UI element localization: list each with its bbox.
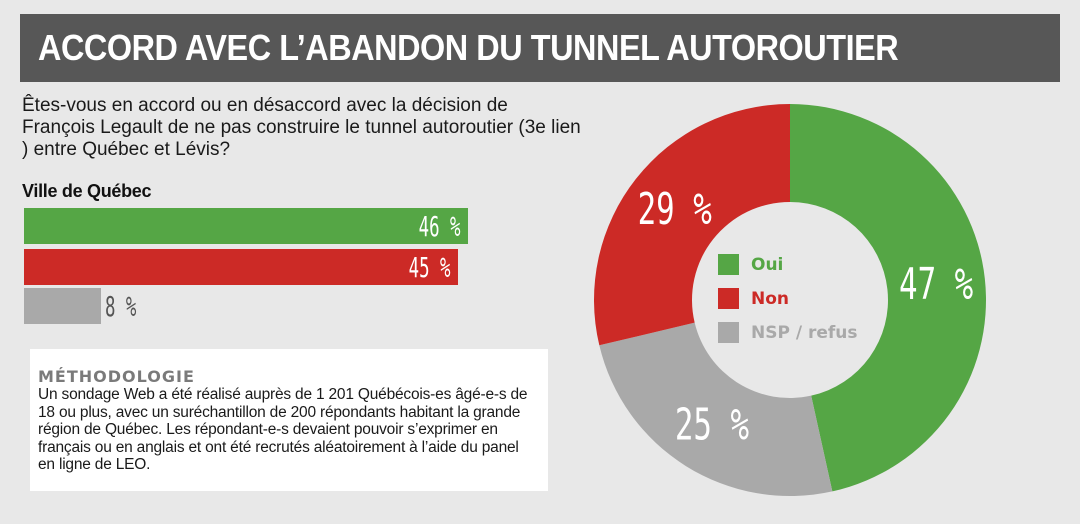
legend-swatch [718,254,739,275]
donut-chart: 47 % 29 % 25 % Oui Non NSP / refus [594,104,986,496]
legend-swatch [718,288,739,309]
methodology-box: MÉTHODOLOGIE Un sondage Web a été réalis… [30,349,548,491]
title-bar: ACCORD AVEC L’ABANDON DU TUNNEL AUTOROUT… [20,14,1060,82]
bar-value-label: 8 % [105,290,137,323]
donut-value-label: 47 % [899,259,973,310]
bar-chart: 46 % 45 % 8 % [0,0,600,340]
methodology-title: MÉTHODOLOGIE [38,367,195,386]
donut-slice-nsp-refus [599,322,833,496]
bar-2 [24,288,102,324]
survey-question: Êtes-vous en accord ou en désaccord avec… [22,95,581,160]
legend-label: Non [751,289,789,309]
bar-chart-title: Ville de Québec [22,181,152,201]
bar-0 [24,208,468,244]
legend-label: Oui [751,255,783,275]
donut-slice-non [594,104,790,346]
donut-value-label: 29 % [638,183,712,234]
bar-1 [24,249,459,285]
bar-value-label: 45 % [408,251,451,284]
donut-value-label: 25 % [675,399,749,450]
chart-title: ACCORD AVEC L’ABANDON DU TUNNEL AUTOROUT… [38,27,899,68]
donut-slice-oui [790,104,986,492]
methodology-text: Un sondage Web a été réalisé auprès de 1… [38,386,528,474]
legend-swatch [718,322,739,343]
bar-value-label: 46 % [418,210,460,243]
legend-label: NSP / refus [751,323,858,343]
